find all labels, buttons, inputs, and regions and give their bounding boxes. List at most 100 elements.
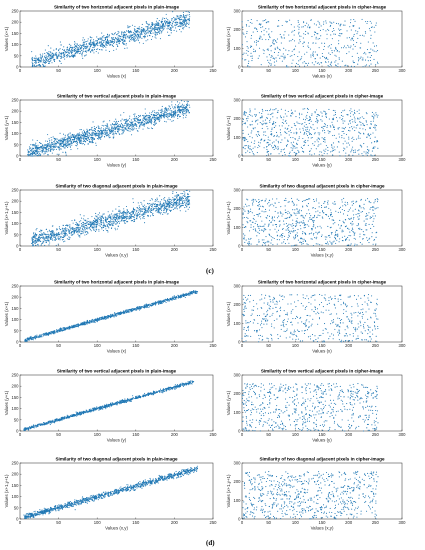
- scatter-point: [111, 221, 113, 223]
- scatter-point: [161, 109, 163, 111]
- scatter-point: [100, 42, 102, 44]
- scatter-point: [152, 202, 154, 204]
- scatter-point: [156, 27, 158, 29]
- scatter-point: [101, 135, 103, 137]
- scatter-point: [134, 124, 136, 126]
- scatter-point: [125, 30, 128, 32]
- scatter-point: [88, 42, 90, 44]
- scatter-point: [177, 21, 179, 23]
- scatter-point: [344, 65, 346, 67]
- scatter-point: [359, 132, 361, 134]
- scatter-point: [323, 45, 325, 47]
- scatter-point: [280, 116, 282, 118]
- scatter-point: [278, 25, 280, 27]
- scatter-point: [132, 201, 134, 203]
- scatter-point: [242, 120, 244, 123]
- scatter-point: [278, 125, 280, 127]
- scatter-point: [117, 30, 119, 32]
- scatter-point: [82, 57, 84, 59]
- scatter-point: [60, 145, 62, 147]
- scatter-point: [100, 43, 102, 45]
- x-tick-label: 200: [171, 157, 179, 162]
- scatter-point: [53, 146, 55, 148]
- scatter-point: [45, 61, 47, 64]
- scatter-point: [118, 31, 120, 33]
- scatter-point: [321, 120, 323, 122]
- scatter-point: [64, 144, 66, 146]
- scatter-point: [51, 238, 53, 240]
- scatter-point: [55, 244, 57, 246]
- scatter-point: [111, 223, 113, 225]
- scatter-point: [287, 110, 289, 113]
- scatter-point: [335, 46, 337, 48]
- scatter-point: [178, 109, 180, 111]
- scatter-point: [363, 35, 365, 37]
- scatter-point: [163, 205, 165, 207]
- scatter-point: [319, 132, 321, 134]
- scatter-point: [99, 127, 101, 130]
- scatter-point: [110, 40, 112, 42]
- scatter-point: [73, 50, 75, 52]
- scatter-point: [352, 38, 354, 40]
- scatter-point: [145, 122, 147, 124]
- scatter-point: [32, 152, 34, 154]
- scatter-point: [167, 198, 169, 200]
- scatter-point: [162, 17, 164, 19]
- scatter-point: [74, 224, 76, 226]
- scatter-point: [83, 131, 85, 133]
- scatter-point: [370, 123, 372, 126]
- scatter-point: [283, 148, 285, 150]
- scatter-point: [43, 237, 45, 239]
- scatter-point: [100, 45, 102, 47]
- scatter-point: [95, 219, 97, 222]
- scatter-point: [246, 46, 248, 48]
- scatter-point: [360, 47, 362, 49]
- scatter-point: [377, 63, 379, 65]
- scatter-point: [250, 35, 253, 37]
- scatter-point: [188, 110, 190, 112]
- scatter-point: [139, 119, 141, 121]
- scatter-point: [269, 114, 271, 116]
- scatter-point: [249, 148, 251, 150]
- scatter-point: [48, 229, 50, 231]
- scatter-point: [98, 133, 100, 135]
- scatter-point: [330, 126, 332, 128]
- scatter-point: [127, 25, 129, 27]
- scatter-point: [52, 53, 54, 55]
- scatter-point: [52, 148, 54, 150]
- scatter-point: [85, 227, 87, 230]
- scatter-point: [187, 14, 189, 16]
- scatter-point: [107, 132, 109, 134]
- scatter-point: [77, 137, 79, 139]
- scatter-point: [280, 151, 282, 153]
- scatter-point: [147, 27, 149, 29]
- scatter-point: [356, 52, 358, 54]
- scatter-point: [50, 51, 52, 53]
- scatter-point: [97, 130, 100, 132]
- scatter-point: [145, 29, 148, 31]
- scatter-point: [43, 59, 45, 62]
- scatter-point: [174, 114, 176, 116]
- scatter-point: [46, 52, 48, 54]
- scatter-point: [308, 122, 310, 125]
- scatter-point: [81, 232, 83, 234]
- scatter-point: [183, 26, 185, 29]
- scatter-point: [345, 133, 348, 136]
- scatter-point: [47, 134, 49, 136]
- scatter-point: [125, 215, 127, 217]
- scatter-point: [277, 148, 279, 151]
- scatter-point: [272, 39, 274, 41]
- scatter-point: [63, 137, 65, 139]
- scatter-point: [258, 141, 260, 143]
- scatter-point: [35, 55, 37, 57]
- scatter-point: [306, 64, 309, 66]
- scatter-point: [72, 136, 74, 138]
- scatter-point: [344, 126, 347, 128]
- scatter-point: [117, 45, 119, 47]
- scatter-point: [146, 118, 148, 120]
- scatter-point: [169, 198, 171, 200]
- scatter-point: [81, 46, 83, 48]
- scatter-point: [283, 116, 285, 118]
- scatter-point: [89, 135, 91, 137]
- scatter-point: [123, 43, 125, 45]
